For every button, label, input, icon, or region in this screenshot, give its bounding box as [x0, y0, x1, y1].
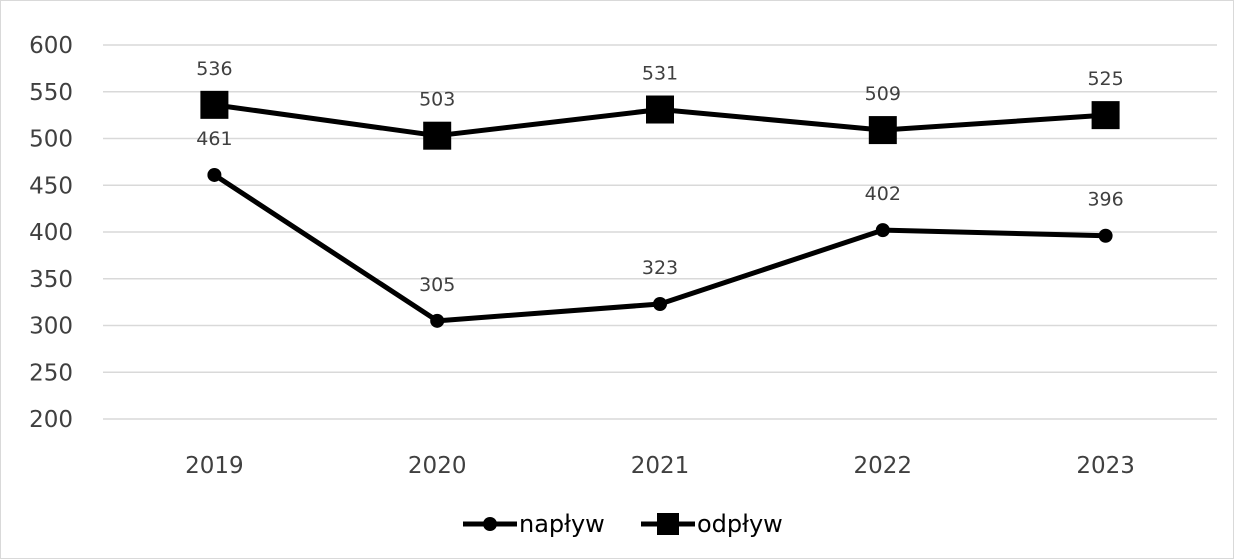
x-tick-label-2023: 2023 [1076, 453, 1135, 479]
y-tick-label-400: 400 [29, 220, 73, 246]
data-label-odpływ-2020: 503 [419, 89, 455, 111]
x-tick-label-2021: 2021 [631, 453, 690, 479]
legend-label-odpływ: odpływ [697, 510, 783, 538]
series-odpływ [200, 90, 1120, 150]
data-label-napływ-2022: 402 [865, 183, 901, 205]
marker-odpływ-2020 [423, 121, 452, 150]
y-tick-label-200: 200 [29, 407, 73, 433]
marker-odpływ-2019 [200, 90, 229, 119]
data-label-napływ-2023: 396 [1087, 189, 1123, 211]
data-label-odpływ-2019: 536 [196, 58, 232, 80]
legend-marker-odpływ [657, 513, 679, 535]
marker-napływ-2020 [430, 313, 445, 328]
y-tick-label-350: 350 [29, 267, 73, 293]
legend-marker-napływ [483, 517, 497, 531]
marker-napływ-2023 [1098, 228, 1113, 243]
y-axis-tick-labels: 200 250 300 350 400 450 500 550 600 [29, 33, 73, 433]
legend-item-napływ: napływ [463, 510, 605, 538]
y-tick-label-550: 550 [29, 80, 73, 106]
marker-odpływ-2022 [868, 116, 897, 145]
x-tick-label-2019: 2019 [185, 453, 244, 479]
marker-napływ-2019 [207, 167, 222, 182]
data-label-napływ-2020: 305 [419, 274, 455, 296]
gridlines [103, 44, 1217, 420]
marker-odpływ-2021 [646, 95, 674, 124]
legend-label-napływ: napływ [519, 510, 605, 538]
series-napływ [207, 167, 1113, 328]
y-tick-label-600: 600 [29, 33, 73, 59]
marker-napływ-2021 [653, 296, 667, 311]
y-tick-label-300: 300 [29, 314, 73, 340]
data-label-napływ-2019: 461 [196, 128, 232, 150]
legend-item-odpływ: odpływ [641, 510, 783, 538]
data-label-odpływ-2021: 531 [642, 63, 678, 85]
data-label-odpływ-2023: 525 [1087, 68, 1123, 90]
x-axis-tick-labels: 2019 2020 2021 2022 2023 [185, 453, 1135, 479]
y-tick-label-250: 250 [29, 360, 73, 386]
marker-napływ-2022 [875, 223, 890, 238]
data-label-odpływ-2022: 509 [865, 83, 901, 105]
x-tick-label-2022: 2022 [854, 453, 913, 479]
series-lines [200, 90, 1120, 328]
x-tick-label-2020: 2020 [408, 453, 467, 479]
data-label-napływ-2021: 323 [642, 257, 678, 279]
legend: napływ odpływ [463, 510, 783, 538]
marker-odpływ-2023 [1091, 101, 1120, 130]
data-labels: 461 305 323 402 396 536 503 531 509 525 [196, 58, 1123, 296]
y-tick-label-450: 450 [29, 173, 73, 199]
y-tick-label-500: 500 [29, 127, 73, 153]
